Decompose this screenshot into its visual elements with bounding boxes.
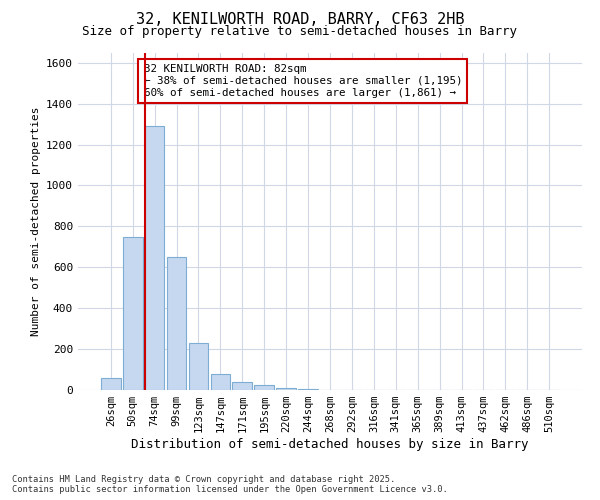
Y-axis label: Number of semi-detached properties: Number of semi-detached properties [31, 106, 41, 336]
Text: 32, KENILWORTH ROAD, BARRY, CF63 2HB: 32, KENILWORTH ROAD, BARRY, CF63 2HB [136, 12, 464, 28]
Bar [232, 382, 252, 390]
Bar [188, 343, 208, 390]
Bar [276, 388, 296, 390]
Text: Size of property relative to semi-detached houses in Barry: Size of property relative to semi-detach… [83, 25, 517, 38]
Bar [123, 236, 143, 390]
Bar [211, 374, 230, 390]
Text: Contains HM Land Registry data © Crown copyright and database right 2025.
Contai: Contains HM Land Registry data © Crown c… [12, 474, 448, 494]
Bar [298, 389, 318, 390]
Bar [167, 257, 187, 390]
Text: 32 KENILWORTH ROAD: 82sqm
← 38% of semi-detached houses are smaller (1,195)
60% : 32 KENILWORTH ROAD: 82sqm ← 38% of semi-… [143, 64, 462, 98]
X-axis label: Distribution of semi-detached houses by size in Barry: Distribution of semi-detached houses by … [131, 438, 529, 451]
Bar [101, 378, 121, 390]
Bar [254, 385, 274, 390]
Bar [145, 126, 164, 390]
